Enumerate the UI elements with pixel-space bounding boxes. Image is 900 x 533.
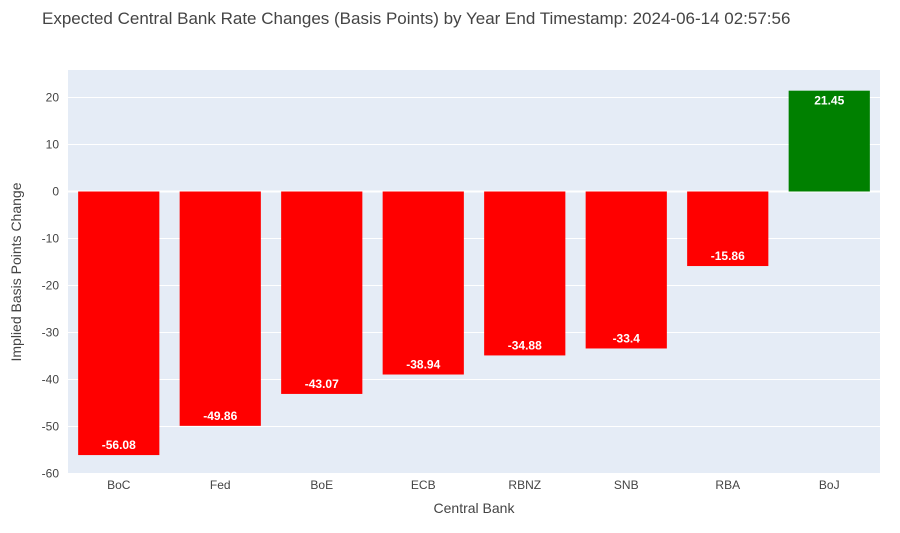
y-tick-label: -40 [42,373,60,387]
bar-value-label: -34.88 [508,338,542,352]
bar-ecb [382,191,464,375]
bar-rba [687,191,769,267]
x-axis-ticks: BoC Fed BoE ECB RBNZ SNB RBA BoJ [107,478,840,492]
y-tick-label: -50 [42,420,60,434]
y-tick-label: -20 [42,279,60,293]
x-tick-label: SNB [614,478,639,492]
y-tick-label: -60 [42,467,60,481]
x-tick-label: BoC [107,478,131,492]
bar-boj [788,90,870,192]
y-tick-label: 20 [46,91,60,105]
x-tick-label: ECB [411,478,436,492]
x-tick-label: BoE [310,478,333,492]
y-tick-label: 0 [52,185,59,199]
bar-value-label: -49.86 [203,409,237,423]
bar-value-label: -15.86 [711,249,745,263]
bar-value-label: -56.08 [102,438,136,452]
x-tick-label: Fed [210,478,231,492]
x-tick-label: RBA [715,478,740,492]
bar-value-label: -33.4 [613,331,641,345]
bar-rbnz [484,191,566,356]
y-tick-label: -10 [42,232,60,246]
bars: -56.08 -49.86 -43.07 -38.94 -34.88 -33.4 -15.8… [78,90,870,456]
x-tick-label: BoJ [819,478,840,492]
y-tick-label: 10 [46,138,60,152]
bar-fed [179,191,261,426]
x-tick-label: RBNZ [508,478,541,492]
bar-value-label: -43.07 [305,377,339,391]
bar-boe [281,191,363,394]
chart-title: Expected Central Bank Rate Changes (Basi… [42,9,790,28]
bar-value-label: 21.45 [814,94,844,108]
y-axis-label: Implied Basis Points Change [8,182,24,361]
y-tick-label: -30 [42,326,60,340]
bar-snb [585,191,667,349]
y-axis-ticks: 20 10 0 -10 -20 -30 -40 -50 -60 [42,91,60,481]
x-axis-label: Central Bank [434,500,516,516]
bar-value-label: -38.94 [406,358,440,372]
bar-boc [78,191,160,456]
